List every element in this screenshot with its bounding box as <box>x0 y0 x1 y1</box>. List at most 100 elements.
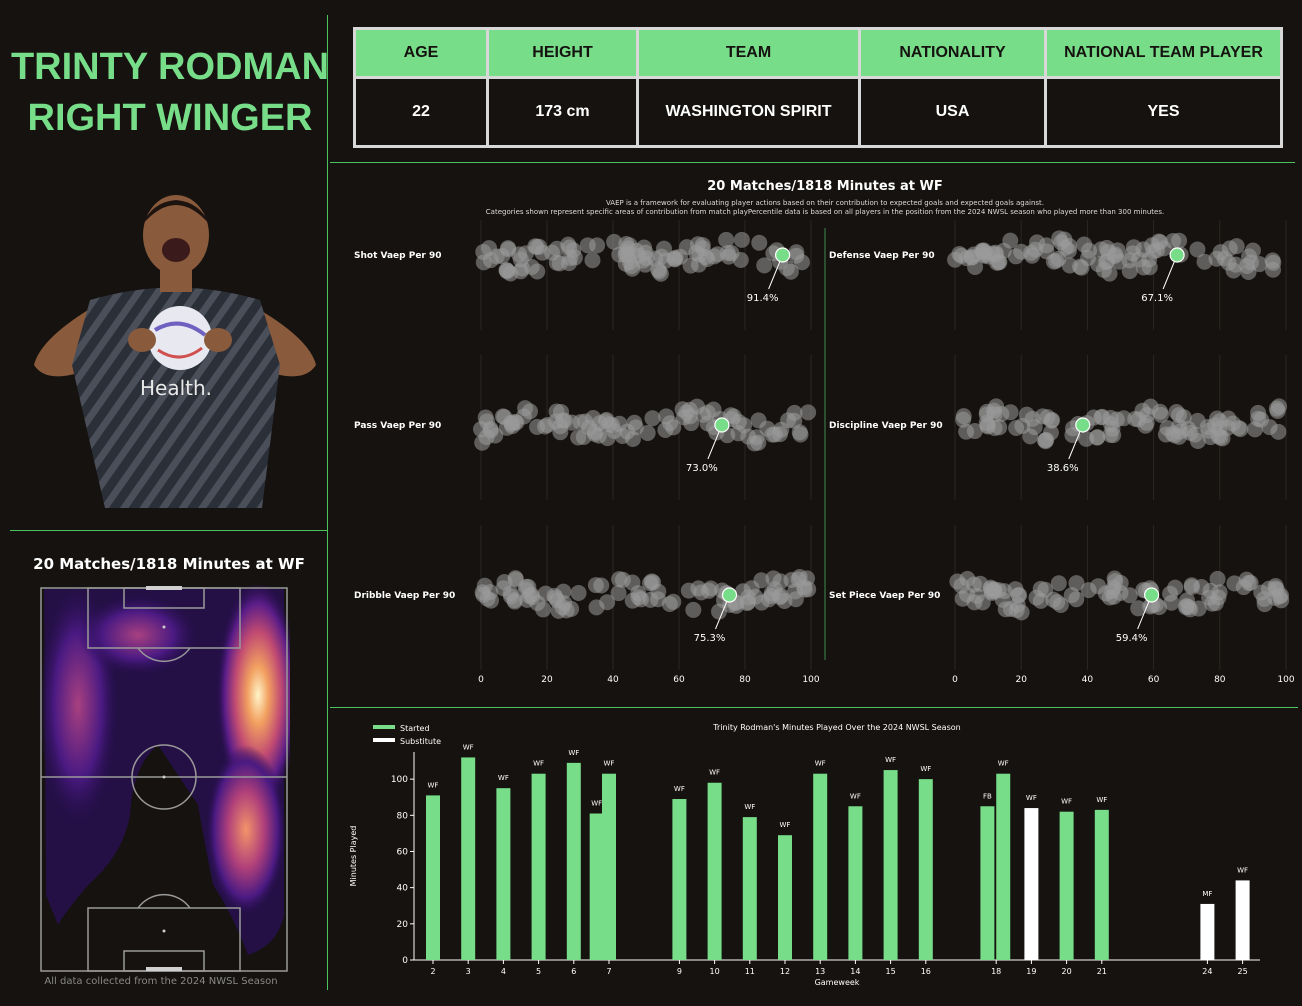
percentile-dot <box>682 257 699 274</box>
percentile-dot <box>561 255 578 272</box>
x-tick-label: 0 <box>478 675 484 685</box>
x-tick-label: 20 <box>541 675 553 685</box>
legend-swatch <box>373 725 395 729</box>
minutes-chart: Trinity Rodman's Minutes Played Over the… <box>349 723 1260 987</box>
percentile-dot <box>610 585 627 602</box>
x-tick-label: 9 <box>677 967 682 976</box>
percentile-dot <box>1099 253 1116 270</box>
percentile-dot <box>1269 402 1286 419</box>
percentile-dot <box>624 260 641 277</box>
percentile-dot <box>581 419 598 436</box>
percentile-dot <box>1227 256 1244 273</box>
bar-position-label: WF <box>885 756 896 764</box>
percentile-dot <box>666 251 683 268</box>
bar-position-label: WF <box>780 821 791 829</box>
minutes-bar <box>496 788 511 960</box>
player-position: RIGHT WINGER <box>27 97 313 139</box>
percentile-dot <box>1152 403 1169 420</box>
percentile-value: 59.4% <box>1116 633 1148 644</box>
percentile-dot <box>966 594 983 611</box>
percentile-dot <box>693 584 710 601</box>
panel-label: Defense Vaep Per 90 <box>829 251 935 261</box>
bar-position-label: WF <box>533 760 544 768</box>
minutes-bar <box>918 779 933 960</box>
percentile-dot <box>750 412 767 429</box>
header-team: TEAM <box>639 30 858 76</box>
percentile-dot <box>1121 263 1138 280</box>
percentile-dot <box>735 583 752 600</box>
percentile-dot <box>1196 253 1213 270</box>
bar-position-label: WF <box>709 769 720 777</box>
minutes-bar <box>813 773 828 960</box>
svg-text:Health.: Health. <box>140 376 212 400</box>
percentile-dot <box>756 257 773 274</box>
percentile-dot <box>606 233 623 250</box>
x-tick-label: 80 <box>739 675 751 685</box>
percentile-dot <box>498 262 515 279</box>
percentile-dot <box>685 601 702 618</box>
percentile-value: 38.6% <box>1047 463 1079 474</box>
percentile-dot <box>652 265 669 282</box>
percentile-dot <box>688 244 705 261</box>
x-tick-label: 18 <box>991 967 1001 976</box>
value-national-team: YES <box>1047 79 1280 145</box>
player-dot <box>775 247 791 263</box>
x-tick-label: 6 <box>571 967 576 976</box>
value-height: 173 cm <box>489 79 636 145</box>
percentile-dot <box>1235 579 1252 596</box>
x-tick-label: 11 <box>745 967 755 976</box>
y-tick-label: 60 <box>397 847 409 857</box>
legend-label: Started <box>400 724 430 733</box>
player-dot <box>1169 247 1185 263</box>
percentile-dot <box>1200 422 1217 439</box>
x-tick-label: 12 <box>780 967 790 976</box>
y-axis-label: Minutes Played <box>349 826 358 887</box>
x-tick-label: 0 <box>952 675 958 685</box>
bar-position-label: WF <box>498 774 509 782</box>
percentile-dot <box>980 248 997 265</box>
percentile-dot <box>979 418 996 435</box>
player-dot <box>721 587 738 603</box>
percentile-dot <box>638 250 655 267</box>
percentile-dot <box>1068 575 1085 592</box>
percentile-dot <box>561 239 578 256</box>
percentile-dot <box>1267 578 1284 595</box>
minutes-bar <box>1200 903 1215 960</box>
percentile-dot <box>1008 420 1025 437</box>
x-tick-label: 80 <box>1214 675 1226 685</box>
percentile-dot <box>1228 238 1245 255</box>
percentile-dot <box>570 584 587 601</box>
percentile-dot <box>1098 239 1115 256</box>
percentile-dot <box>1265 261 1282 278</box>
percentile-dot <box>494 408 511 425</box>
left-divider <box>10 530 328 531</box>
data-source-note: All data collected from the 2024 NWSL Se… <box>44 976 278 987</box>
player-dot <box>714 417 730 433</box>
percentile-dot <box>644 410 661 427</box>
heatmap-title: 20 Matches/1818 Minutes at WF <box>33 555 305 573</box>
minutes-bar <box>589 813 604 960</box>
x-tick-label: 20 <box>1015 675 1027 685</box>
percentile-dot <box>794 254 811 271</box>
percentile-dot <box>657 422 674 439</box>
percentile-dot <box>548 254 565 271</box>
percentile-dot <box>1241 248 1258 265</box>
percentile-dot <box>978 406 995 423</box>
bar-position-label: WF <box>1237 866 1248 874</box>
x-tick-label: 10 <box>710 967 720 976</box>
percentile-dot <box>1045 591 1062 608</box>
bar-position-label: WF <box>1096 796 1107 804</box>
y-tick-label: 40 <box>397 884 409 894</box>
bar-position-label: WF <box>815 760 826 768</box>
percentile-dot <box>683 415 700 432</box>
percentile-dot <box>1210 589 1227 606</box>
percentile-dot <box>627 419 644 436</box>
legend-label: Substitute <box>400 737 441 746</box>
percentile-dot <box>624 574 641 591</box>
x-tick-label: 60 <box>673 675 685 685</box>
percentile-dot <box>1076 236 1093 253</box>
percentile-dot <box>579 237 596 254</box>
vertical-divider <box>327 15 328 990</box>
bar-position-label: WF <box>428 781 439 789</box>
bar-position-label: WF <box>463 743 474 751</box>
